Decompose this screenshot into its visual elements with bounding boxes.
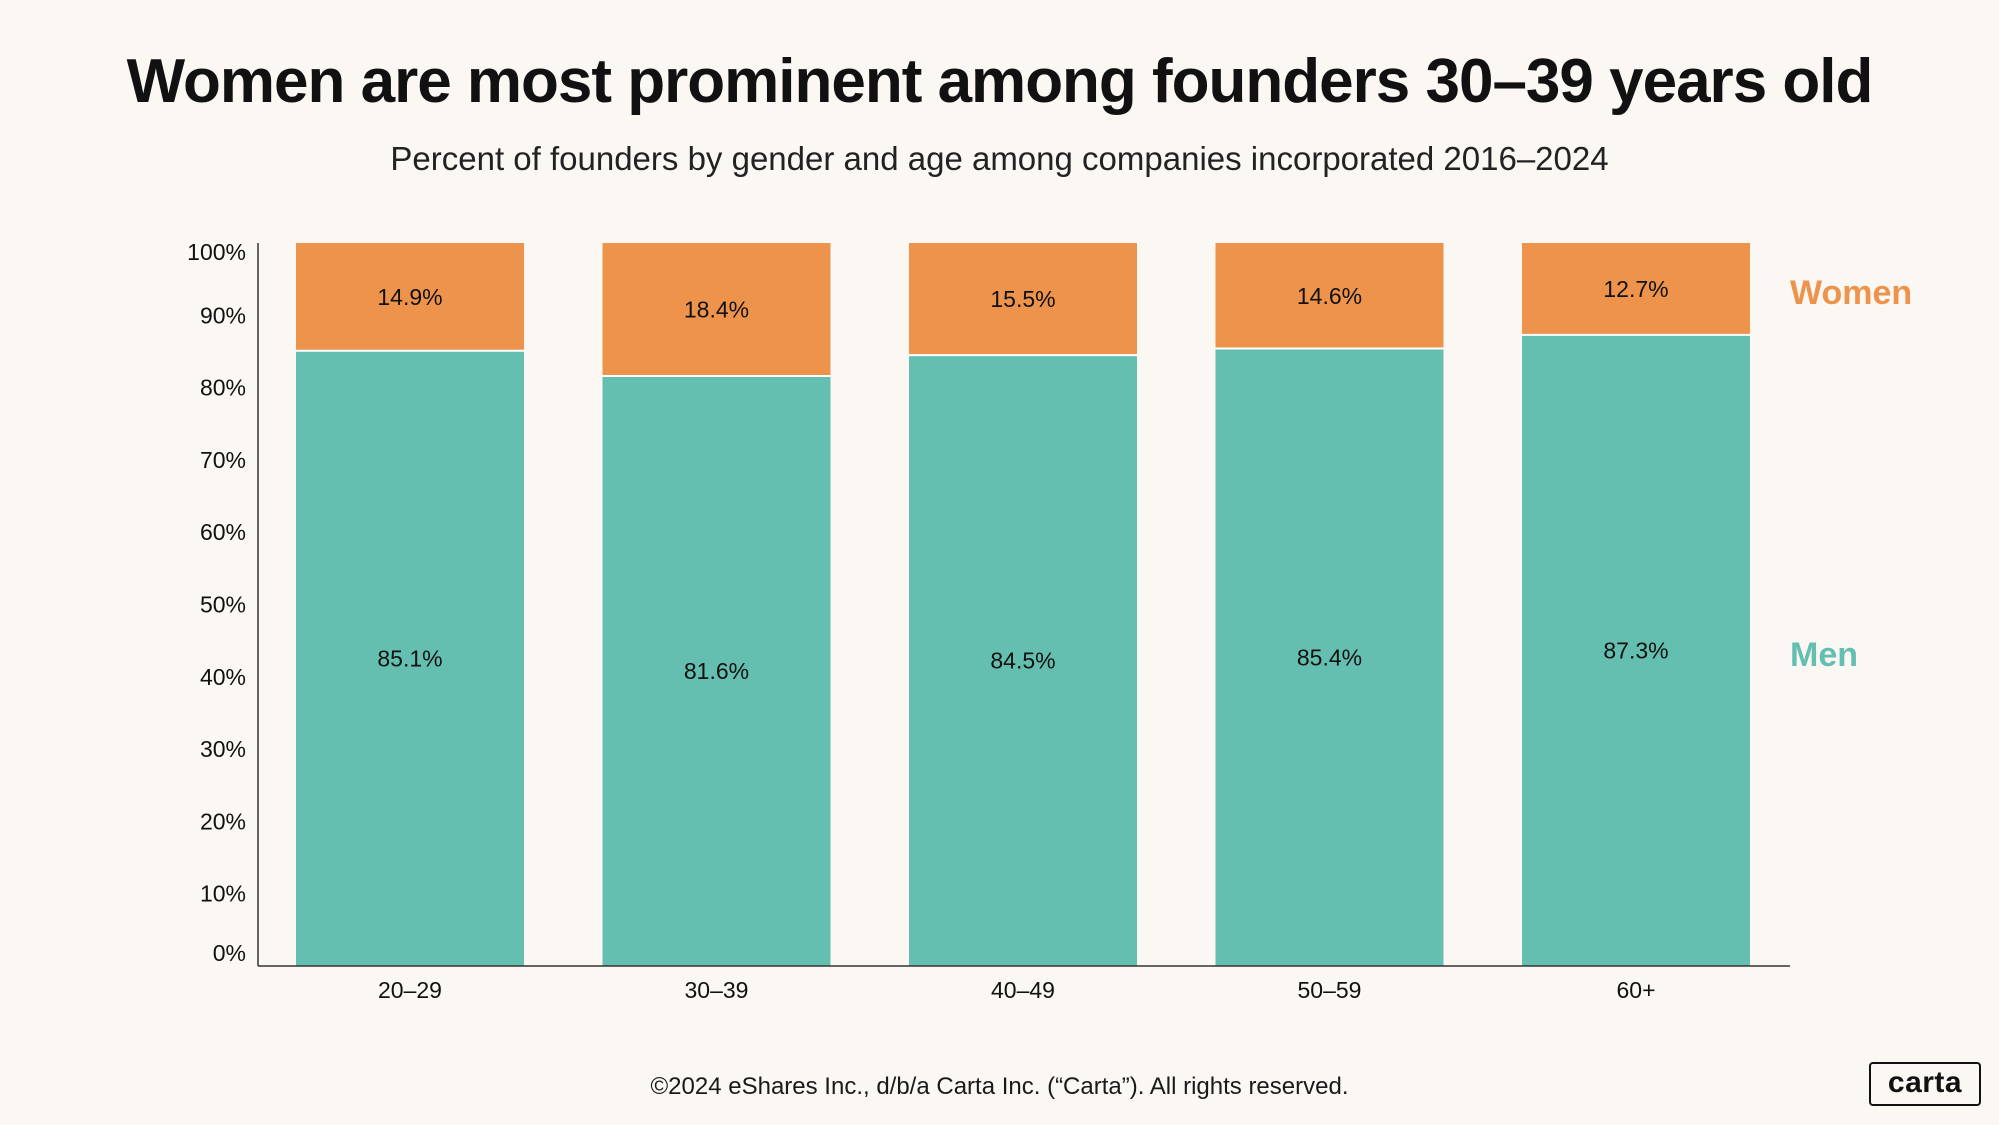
y-tick-label-90pct: 90% <box>200 302 246 328</box>
y-tick-label-20pct: 20% <box>200 808 246 834</box>
data-label-women-3: 15.5% <box>990 286 1055 312</box>
bars-layer: 85.1% 14.9% 81.6% 18.4% 84.5% 15.5% 85.4% 14.6%… <box>296 243 1750 967</box>
x-tick-label-4: 50–59 <box>1298 977 1362 1003</box>
bar-men-3 <box>909 355 1137 966</box>
data-label-women-2: 18.4% <box>684 297 749 323</box>
data-label-women-1: 14.9% <box>377 284 442 310</box>
bar-women-2 <box>602 243 831 377</box>
legend-label-men: Men <box>1790 636 1858 674</box>
data-label-men-4: 85.4% <box>1297 644 1362 670</box>
data-label-men-1: 85.1% <box>377 645 442 671</box>
bar-women-4 <box>1215 243 1444 349</box>
y-tick-label-0pct: 0% <box>213 940 246 966</box>
y-tick-label-50pct: 50% <box>200 592 246 618</box>
copyright-footer: ©2024 eShares Inc., d/b/a Carta Inc. (“C… <box>650 1073 1349 1100</box>
carta-logo: carta <box>1869 1062 1981 1106</box>
y-tick-label-70pct: 70% <box>200 447 246 473</box>
data-label-men-3: 84.5% <box>990 648 1055 674</box>
bar-men-1 <box>296 350 524 966</box>
data-label-men-2: 81.6% <box>684 658 749 684</box>
chart-title: Women are most prominent among founders … <box>126 47 1874 116</box>
y-tick-label-60pct: 60% <box>200 519 246 545</box>
x-tick-label-2: 30–39 <box>685 977 749 1003</box>
axis-layer: 20–29 30–39 40–49 50–59 60+ 0% 10% 20% 30% 40% 50%… <box>187 239 1790 1003</box>
y-tick-label-80pct: 80% <box>200 375 246 401</box>
data-label-men-5: 87.3% <box>1603 637 1668 663</box>
bar-men-2 <box>602 376 831 967</box>
bar-women-1 <box>296 243 524 351</box>
bar-men-4 <box>1215 348 1444 967</box>
x-tick-label-3: 40–49 <box>991 977 1055 1003</box>
y-tick-label-40pct: 40% <box>200 664 246 690</box>
chart-subtitle: Percent of founders by gender and age am… <box>390 140 1609 177</box>
legend-layer: Men Women <box>1790 274 1912 674</box>
y-tick-label-100pct: 100% <box>187 239 246 265</box>
bar-women-5 <box>1522 243 1750 335</box>
bar-men-5 <box>1522 334 1750 966</box>
y-tick-label-30pct: 30% <box>200 736 246 762</box>
data-label-women-5: 12.7% <box>1603 276 1668 302</box>
y-tick-label-10pct: 10% <box>200 881 246 907</box>
legend-label-women: Women <box>1790 274 1912 312</box>
x-tick-label-1: 20–29 <box>378 977 442 1003</box>
bar-women-3 <box>909 243 1137 356</box>
data-label-women-4: 14.6% <box>1297 283 1362 309</box>
x-tick-label-5: 60+ <box>1616 977 1655 1003</box>
